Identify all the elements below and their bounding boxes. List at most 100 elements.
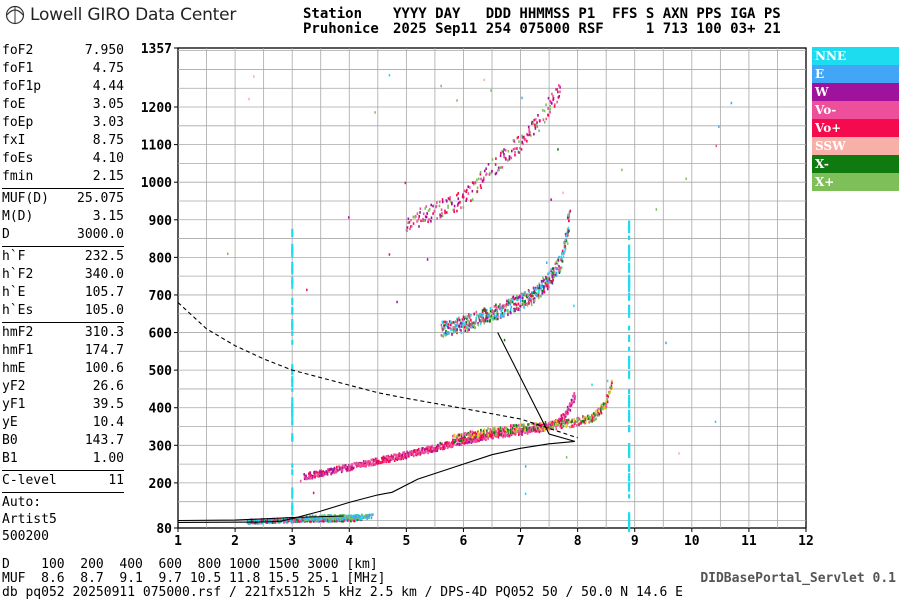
echo-point <box>316 473 319 476</box>
echo-point <box>527 429 530 433</box>
echo-point <box>471 198 474 201</box>
echo-point <box>526 132 528 136</box>
echo-point <box>543 121 546 124</box>
echo-point <box>558 95 561 98</box>
noise-point <box>388 73 391 77</box>
echo-point <box>545 277 547 280</box>
echo-point <box>470 318 472 322</box>
echo-point <box>600 411 603 415</box>
echo-point <box>336 517 339 521</box>
echo-point <box>487 434 490 437</box>
echo-point <box>507 434 509 438</box>
echo-point <box>469 323 471 326</box>
echo-point <box>490 171 493 175</box>
echo-point <box>303 477 306 481</box>
echo-point <box>446 320 448 324</box>
echo-point <box>504 428 507 432</box>
echo-point <box>595 417 597 421</box>
echo-point <box>254 521 257 525</box>
echo-point <box>493 429 495 432</box>
noise-point <box>715 144 718 148</box>
echo-point <box>417 447 420 451</box>
echo-point <box>433 209 436 213</box>
echo-point <box>508 298 510 302</box>
echo-point <box>493 433 496 437</box>
echo-point <box>493 316 496 320</box>
echo-point <box>542 423 544 427</box>
echo-point <box>453 328 455 331</box>
echo-point <box>422 217 424 221</box>
noise-point <box>440 84 442 88</box>
echo-point <box>554 423 557 426</box>
param-row: foF2 7.950 <box>2 42 124 60</box>
noise-strip-point <box>628 473 631 482</box>
echo-point <box>489 319 491 322</box>
echo-point <box>428 218 430 221</box>
echo-point <box>398 457 401 461</box>
echo-point <box>417 450 420 454</box>
param-row: foE 3.05 <box>2 96 124 114</box>
echo-point <box>282 518 285 522</box>
echo-point <box>441 198 444 201</box>
param-value: 3.03 <box>92 115 124 130</box>
noise-strip-point <box>628 235 631 241</box>
echo-point <box>343 516 345 520</box>
param-value: 4.44 <box>92 79 124 94</box>
echo-point <box>483 321 486 325</box>
echo-point <box>333 516 335 519</box>
echo-point <box>549 107 551 111</box>
echo-point <box>457 438 460 442</box>
echo-point <box>543 278 545 282</box>
echo-point <box>545 284 547 288</box>
param-name: h`F <box>2 249 26 264</box>
echo-point <box>482 178 485 182</box>
echo-point <box>483 307 486 310</box>
echo-point <box>468 186 471 189</box>
legend-item: E <box>812 65 899 83</box>
noise-point <box>227 252 229 256</box>
echo-point <box>527 423 529 426</box>
echo-point <box>321 514 324 518</box>
echo-point <box>489 306 492 310</box>
echo-point <box>343 514 345 517</box>
param-row: foF1 4.75 <box>2 60 124 78</box>
echo-point <box>530 422 533 425</box>
echo-point <box>554 273 557 277</box>
echo-point <box>487 162 490 166</box>
echo-point <box>553 422 556 426</box>
echo-point <box>374 463 377 466</box>
echo-point <box>531 292 533 296</box>
echo-point <box>343 518 346 522</box>
echo-point <box>297 517 299 521</box>
noise-strip-point <box>628 265 631 273</box>
echo-point <box>471 433 473 437</box>
echo-point <box>521 427 524 431</box>
echo-point <box>555 260 558 264</box>
echo-point <box>607 395 609 398</box>
echo-point <box>559 267 561 270</box>
echo-point <box>313 520 316 523</box>
echo-point <box>468 316 471 320</box>
echo-point <box>430 219 432 223</box>
echo-point <box>427 209 430 213</box>
echo-point <box>486 313 489 317</box>
echo-point <box>556 100 558 104</box>
echo-point <box>496 317 499 321</box>
noise-point <box>503 338 506 342</box>
echo-point <box>465 326 468 330</box>
echo-point <box>458 318 461 322</box>
echo-point <box>350 515 353 519</box>
param-name: foF2 <box>2 43 34 58</box>
echo-point <box>573 400 575 404</box>
echo-point <box>513 427 516 431</box>
x-tick-label: 5 <box>402 534 410 549</box>
echo-point <box>332 519 334 523</box>
echo-point <box>522 300 525 303</box>
echo-point <box>464 438 466 441</box>
echo-point <box>563 252 565 255</box>
echo-point <box>362 516 364 520</box>
echo-point <box>485 319 487 322</box>
noise-strip-point <box>291 364 294 370</box>
echo-point <box>503 315 505 318</box>
giro-logo-icon <box>5 5 25 25</box>
